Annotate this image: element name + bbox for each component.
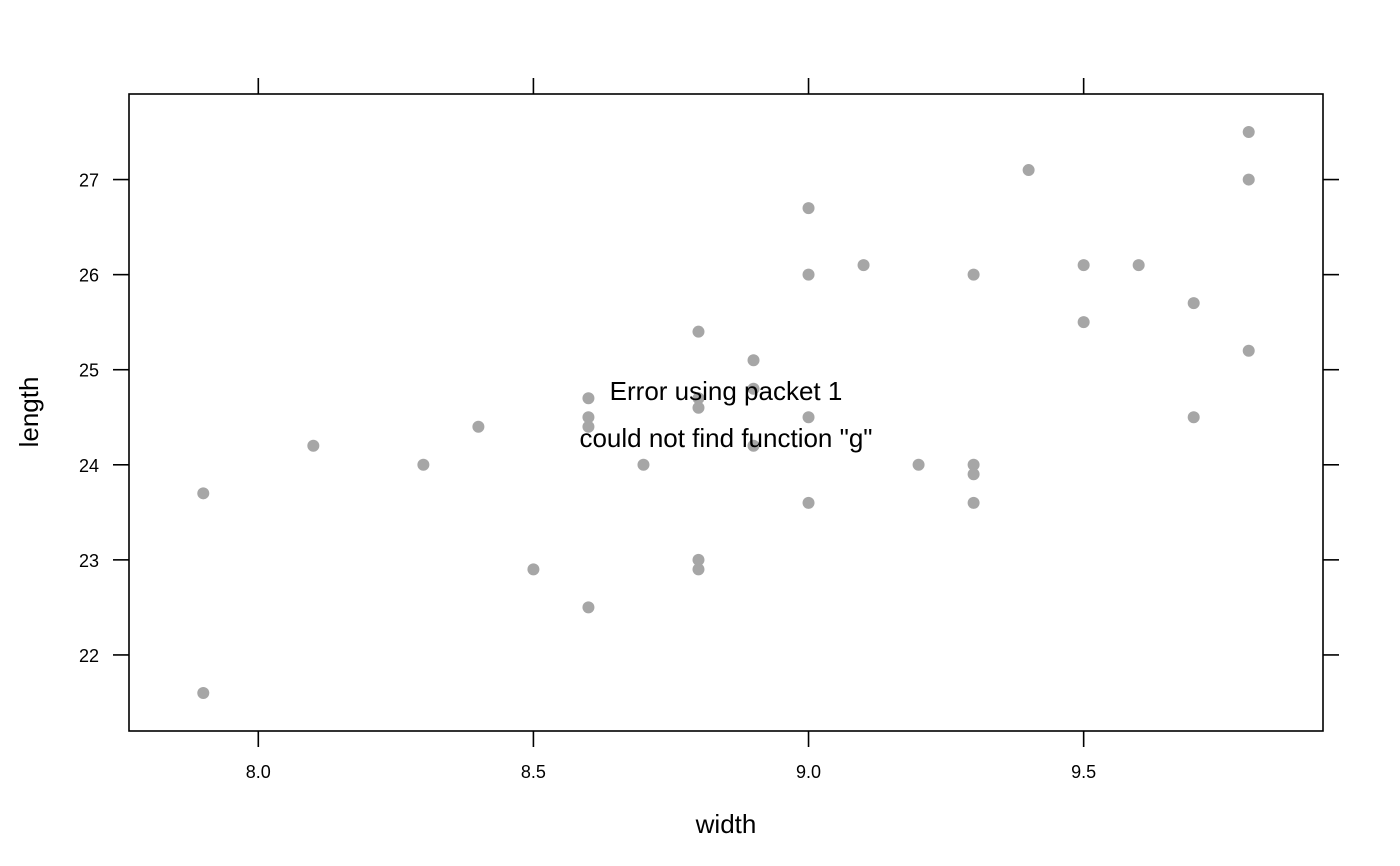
data-point	[802, 496, 815, 509]
data-points	[197, 126, 1255, 699]
x-tick-label: 9.5	[1071, 762, 1096, 782]
data-point	[1077, 316, 1090, 329]
x-tick-label: 9.0	[796, 762, 821, 782]
error-message-line-2: could not find function "g"	[579, 423, 872, 453]
x-tick-label: 8.0	[246, 762, 271, 782]
data-point	[967, 468, 980, 481]
axis-ticks: 8.0 8.5 9.0 9.5 22 23 24 25 26 27	[79, 78, 1339, 782]
data-point	[582, 420, 595, 433]
data-point	[472, 420, 485, 433]
y-tick-label: 25	[79, 361, 99, 381]
error-message-line-1: Error using packet 1	[610, 376, 843, 406]
data-point	[747, 439, 760, 452]
data-point	[912, 458, 925, 471]
data-point	[857, 259, 870, 272]
y-tick-label: 27	[79, 171, 99, 191]
data-point	[1187, 411, 1200, 424]
y-tick-label: 23	[79, 551, 99, 571]
y-axis-title: length	[14, 377, 44, 448]
data-point	[1077, 259, 1090, 272]
data-point	[802, 268, 815, 281]
data-point	[692, 563, 705, 576]
data-point	[582, 392, 595, 405]
data-point	[692, 553, 705, 566]
y-tick-label: 26	[79, 266, 99, 286]
data-point	[582, 411, 595, 424]
data-point	[802, 202, 815, 215]
data-point	[1022, 164, 1035, 177]
data-point	[197, 487, 210, 500]
x-tick-label: 8.5	[521, 762, 546, 782]
y-tick-label: 22	[79, 646, 99, 666]
data-point	[197, 686, 210, 699]
data-point	[967, 458, 980, 471]
y-tick-label: 24	[79, 456, 99, 476]
data-point	[692, 325, 705, 338]
plot-panel	[128, 93, 1324, 732]
data-point	[1242, 126, 1255, 139]
data-point	[307, 439, 320, 452]
x-axis-title: width	[695, 809, 757, 839]
data-point	[1242, 173, 1255, 186]
data-point	[1187, 297, 1200, 310]
data-point	[967, 268, 980, 281]
data-point	[692, 401, 705, 414]
data-point	[417, 458, 430, 471]
data-point	[967, 496, 980, 509]
data-point	[802, 411, 815, 424]
data-point	[527, 563, 540, 576]
data-point	[1242, 344, 1255, 357]
data-point	[1132, 259, 1145, 272]
data-point	[637, 458, 650, 471]
data-point	[692, 392, 705, 405]
data-point	[747, 382, 760, 395]
data-point	[747, 354, 760, 367]
data-point	[582, 601, 595, 614]
